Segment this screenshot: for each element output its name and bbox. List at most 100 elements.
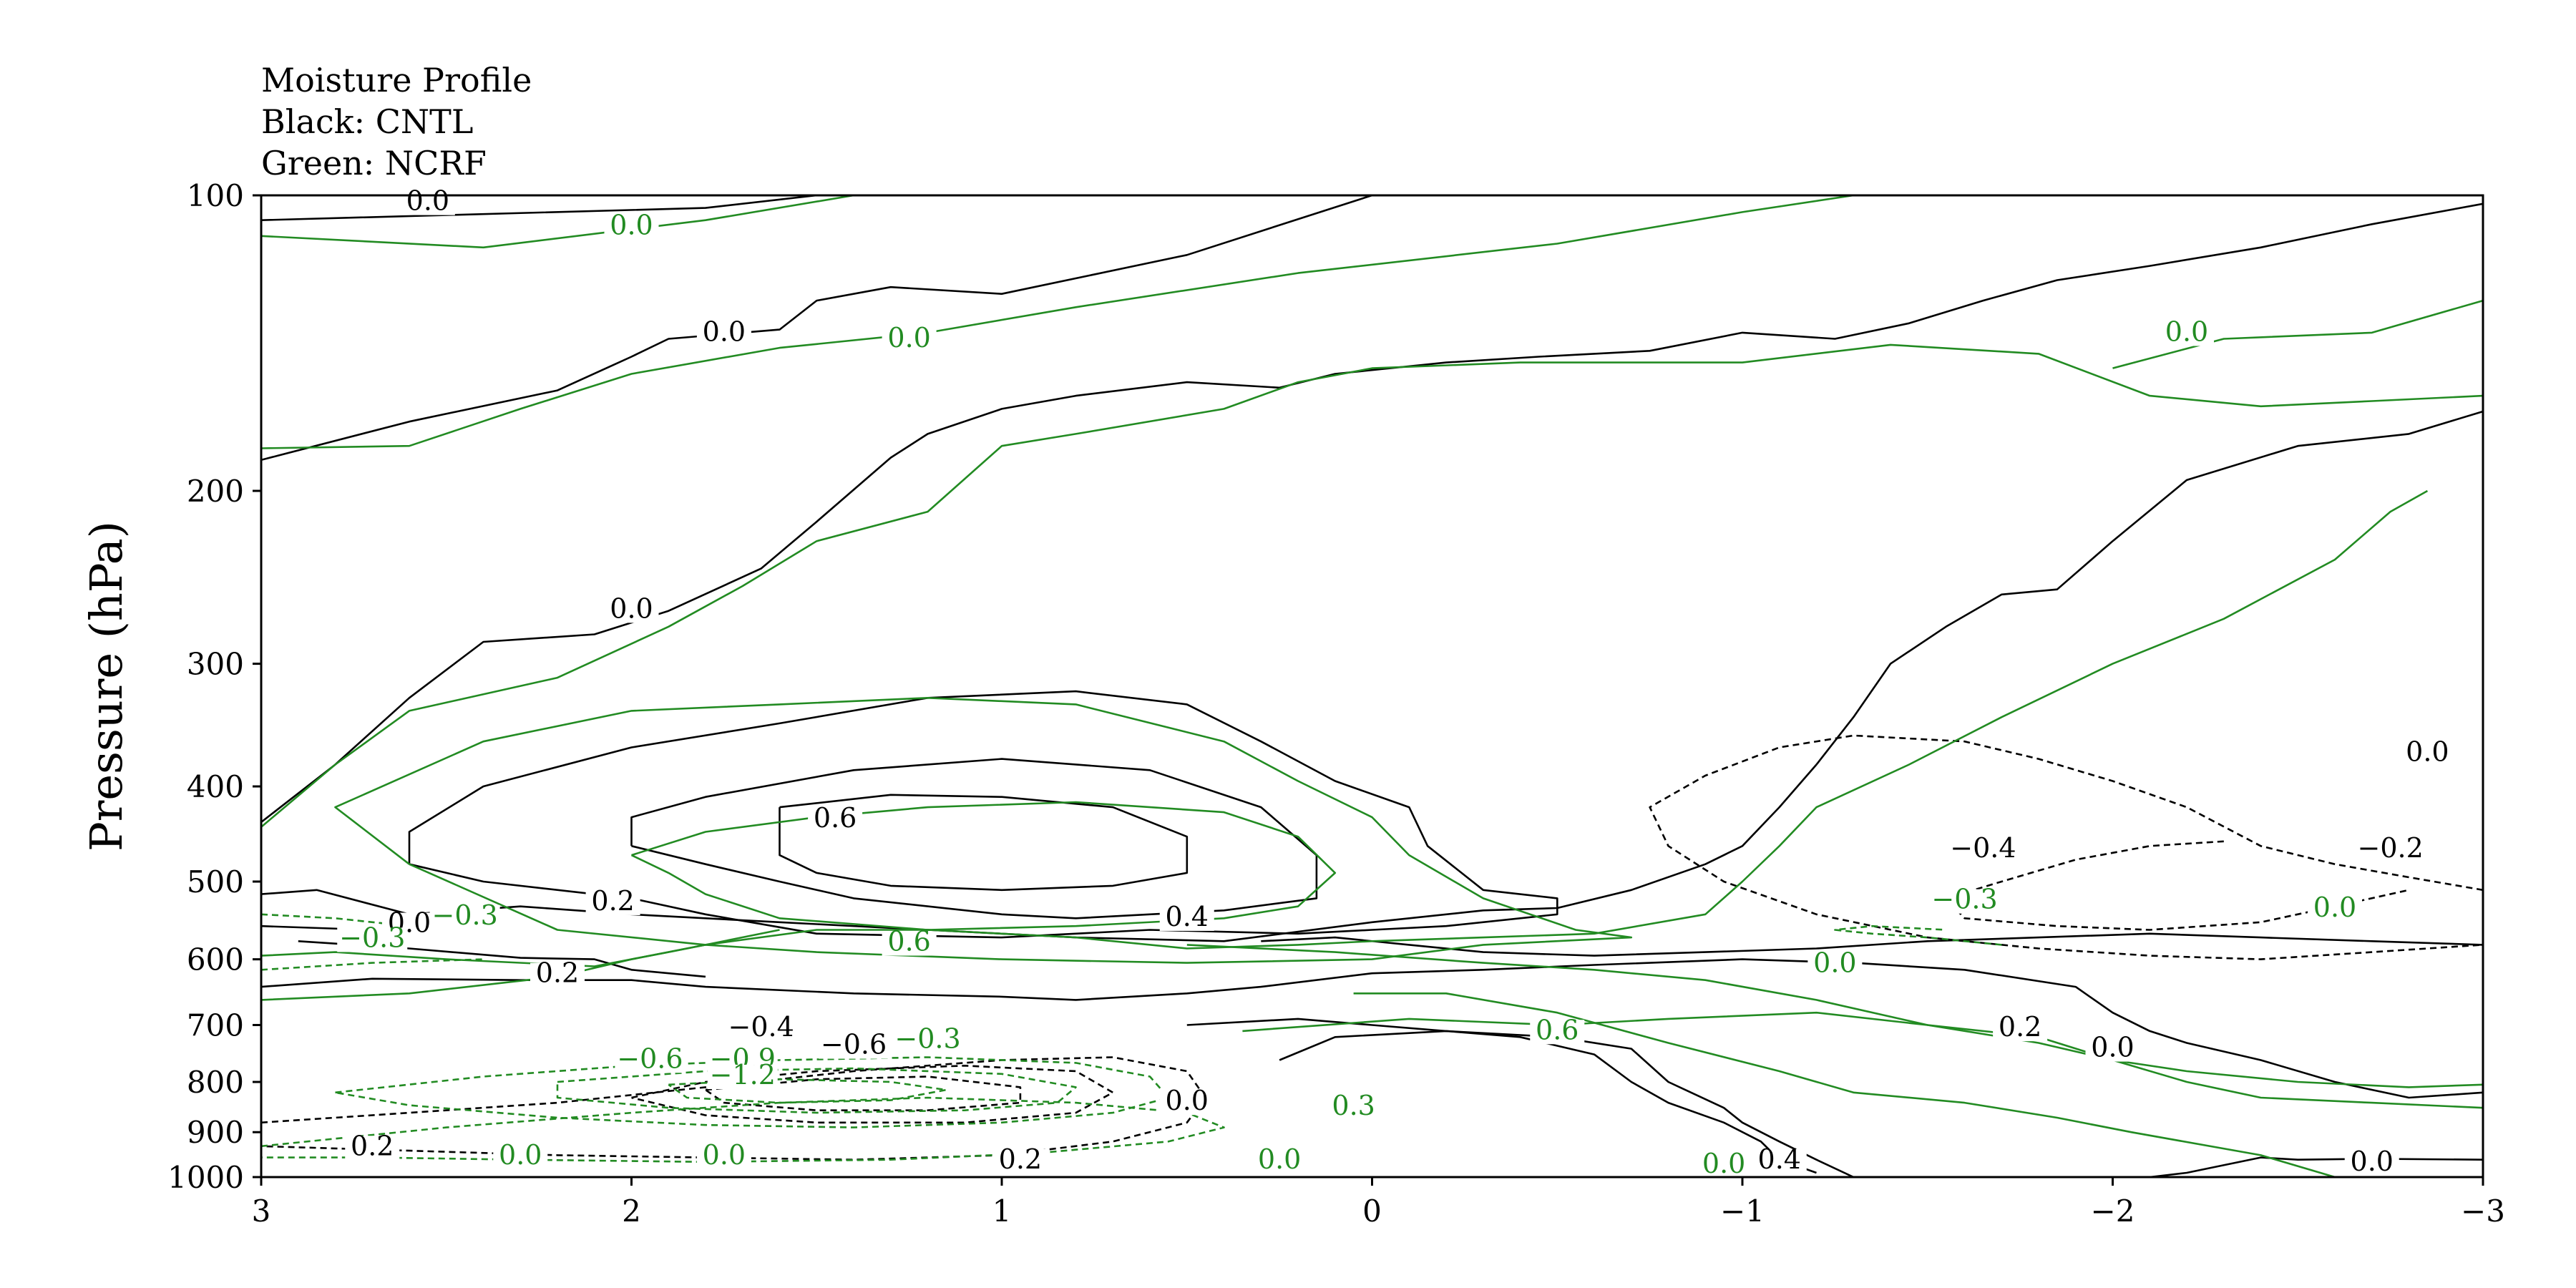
contour-label-bg-34 [493, 1144, 548, 1169]
ncrf-contour-line-22 [2112, 299, 2483, 369]
contour-label-bg-5 [1159, 906, 1214, 931]
cntl-contour-label-4: 0.2 [591, 885, 634, 917]
ncrf-contour-label-20: 0.0 [610, 209, 653, 240]
ncrf-contour-line-24 [261, 489, 2429, 1001]
cntl-contour-line-1 [261, 195, 1372, 462]
contour-label-bg-19 [2085, 1037, 2140, 1062]
ncrf-contour-label-38: −0.3 [431, 899, 497, 931]
contour-label-bg-10 [1159, 1091, 1214, 1116]
ncrf-contour-label-33: 0.3 [1332, 1090, 1375, 1121]
title-line-3: Green: NCRF [261, 144, 487, 182]
y-tick-label-9: 1000 [167, 1160, 244, 1195]
cntl-contour-label-18: 0.2 [1999, 1011, 2041, 1043]
ncrf-contour-label-35: 0.0 [703, 1139, 746, 1171]
cntl-contour-line-4 [408, 690, 1558, 939]
plot-frame [260, 194, 2484, 1179]
cntl-contour-line-0 [261, 195, 817, 221]
cntl-contour-label-7: 0.2 [536, 957, 579, 989]
cntl-contour-line-6 [779, 794, 1189, 892]
ncrf-contour-label-21: 0.0 [887, 322, 930, 353]
cntl-contour-label-19: 0.0 [2091, 1032, 2134, 1063]
x-tick-label-4: −1 [1720, 1194, 1765, 1229]
cntl-contour-label-13: 0.4 [1758, 1143, 1801, 1175]
cntl-contour-label-16: −0.2 [2357, 832, 2423, 864]
cntl-contour-line-3 [261, 410, 2483, 942]
x-axis: 3 2 1 0 −1 −2 −3 [252, 1177, 2505, 1229]
cntl-contour-label-15: 0.0 [2406, 736, 2449, 768]
y-tick-label-5: 600 [187, 942, 244, 977]
contour-label-bg-11 [345, 1136, 400, 1161]
ncrf-contour-label-23: 0.6 [887, 926, 930, 957]
title-line-2: Black: CNTL [261, 102, 473, 141]
ncrf-contour-line-36 [668, 1078, 947, 1104]
contour-label-bg-30 [892, 1028, 963, 1053]
y-tick-label-2: 300 [187, 647, 244, 682]
cntl-contour-line-15 [1945, 840, 2409, 931]
ncrf-contour-line-21 [261, 343, 2483, 828]
cntl-contour-label-1: 0.0 [703, 316, 746, 347]
contour-label-bg-38 [429, 904, 500, 930]
x-tick-label-0: 3 [252, 1194, 271, 1229]
cntl-contour-line-5 [630, 758, 1318, 919]
x-tick-label-5: −2 [2091, 1194, 2135, 1229]
ncrf-contour-label-34: 0.0 [499, 1139, 542, 1171]
ncrf-contour-line-25 [334, 697, 1633, 964]
y-tick-label-1: 200 [187, 474, 244, 509]
contour-label-bg-27 [1807, 952, 1863, 977]
ncrf-contour-line-29 [1186, 944, 2483, 1109]
cntl-contour-line-12 [1186, 1018, 1817, 1174]
contour-label-bg-21 [882, 327, 937, 352]
contour-label-bg-25 [1929, 889, 2000, 914]
ncrf-contour-label-25: −0.3 [1931, 884, 1997, 915]
x-tick-label-2: 1 [992, 1194, 1012, 1229]
cntl-contour-label-11: 0.2 [351, 1130, 394, 1161]
cntl-contour-label-12: 0.2 [999, 1143, 1042, 1175]
cntl-contour-line-13 [1261, 932, 2483, 957]
cntl-contour-label-5: 0.4 [1166, 901, 1209, 932]
y-axis-label: Pressure (hPa) [80, 521, 132, 852]
ncrf-contour-line-35 [556, 1067, 1077, 1114]
ncrf-contour-line-26 [630, 801, 1337, 931]
ncrf-contour-label-32: 0.6 [1536, 1014, 1579, 1045]
y-tick-label-7: 800 [187, 1065, 244, 1100]
ncrf-contour-line-30 [1834, 924, 2002, 946]
y-tick-label-0: 100 [187, 178, 244, 213]
contour-label-bg-22 [2160, 321, 2214, 346]
ncrf-contour-line-20 [261, 195, 1854, 449]
ncrf-contour-label-37: 0.0 [1702, 1148, 1745, 1179]
y-tick-label-3: 400 [187, 769, 244, 804]
ncrf-contour-line-28 [1242, 1011, 2483, 1088]
ncrf-contour-line-33 [261, 1096, 1225, 1163]
contour-label-bg-9 [819, 1034, 889, 1059]
cntl-contour-line-16 [261, 1056, 1206, 1161]
contour-label-bg-23 [882, 931, 937, 956]
y-tick-label-6: 700 [187, 1008, 244, 1043]
ncrf-contour-label-31: −1.2 [710, 1059, 776, 1091]
contour-label-bg-28 [615, 1048, 686, 1073]
contour-label-bg-13 [1752, 1148, 1807, 1174]
cntl-contour-line-7 [2150, 1156, 2483, 1177]
contour-label-bg-24 [337, 927, 408, 952]
cntl-contour-line-2 [261, 203, 2483, 824]
contour-label-bg-2 [604, 598, 659, 623]
ncrf-contour-label-27: 0.0 [1813, 947, 1856, 978]
cntl-contour-label-14: 0.0 [2351, 1146, 2394, 1177]
y-tick-label-4: 500 [187, 864, 244, 899]
ncrf-contour-label-22: 0.0 [2165, 316, 2208, 347]
contour-label-bg-32 [1530, 1020, 1585, 1045]
ncrf-contour-label-28: −0.6 [617, 1043, 683, 1074]
title-line-1: Moisture Profile [261, 61, 532, 99]
contour-label-bg-15 [2400, 741, 2455, 766]
contour-label-bg-18 [1993, 1017, 2048, 1042]
contour-label-bg-37 [1697, 1153, 1752, 1178]
contour-label-bg-14 [2344, 1151, 2399, 1176]
ncrf-contour-label-30: −0.3 [894, 1023, 960, 1055]
cntl-contour-line-8 [261, 958, 2483, 1099]
chart-title: Moisture Profile Black: CNTL Green: NCRF [261, 61, 532, 182]
contour-label-bg-20 [604, 215, 659, 240]
ncrf-contour-label-36: 0.0 [1258, 1143, 1301, 1175]
cntl-contour-label-10: 0.0 [1166, 1085, 1209, 1116]
contour-label-bg-1 [696, 321, 751, 346]
contour-label-bg-16 [2355, 838, 2426, 863]
